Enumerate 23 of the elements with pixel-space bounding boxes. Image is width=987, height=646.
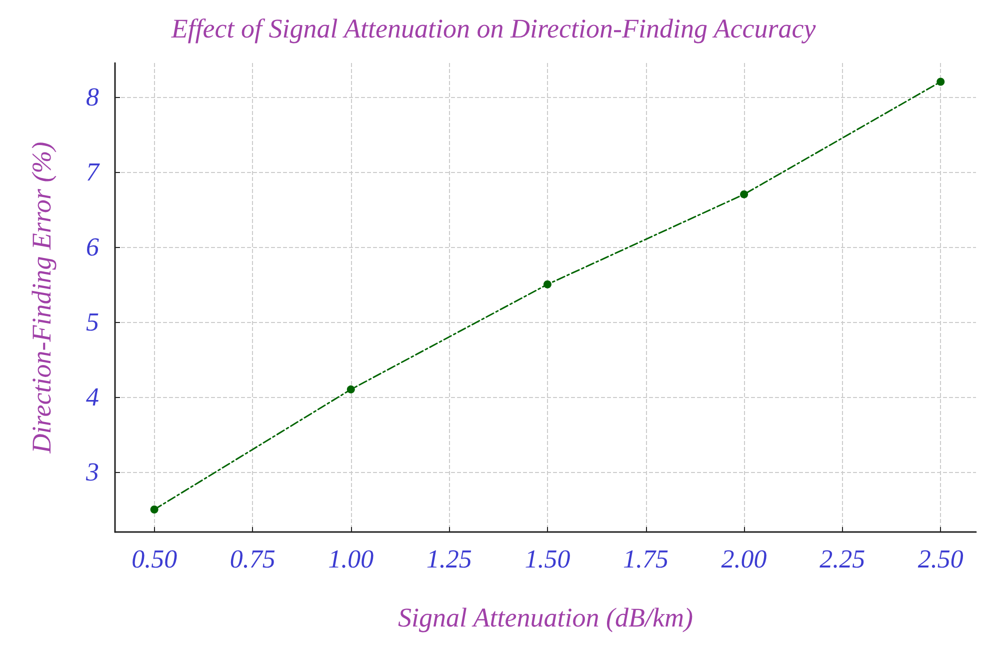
x-tick-label: 1.25 [426, 544, 472, 574]
x-tick-label: 1.50 [524, 544, 570, 574]
x-tick-label: 2.25 [820, 544, 866, 574]
x-axis-title: Signal Attenuation (dB/km) [398, 602, 693, 632]
y-tick-label: 8 [86, 82, 99, 112]
chart-title: Effect of Signal Attenuation on Direction-Finding Accuracy [170, 14, 816, 44]
y-tick-label: 4 [86, 382, 99, 412]
point [543, 280, 552, 288]
y-tick-label: 6 [86, 232, 99, 262]
point [346, 385, 355, 394]
point [936, 78, 945, 86]
point [740, 190, 748, 198]
x-tick-label: 1.00 [328, 544, 374, 574]
x-tick-label: 2.50 [918, 544, 964, 574]
x-tick-label: 1.75 [623, 544, 669, 574]
y-tick-label: 5 [86, 307, 99, 336]
x-tick-label: 0.75 [230, 544, 276, 574]
point [150, 505, 158, 514]
x-tick-label: 0.50 [132, 544, 178, 574]
x-tick-label: 2.00 [721, 544, 767, 574]
y-axis-title: Direction-Finding Error (%) [26, 142, 56, 454]
y-tick-label: 7 [86, 157, 100, 186]
y-tick-label: 3 [85, 457, 99, 486]
